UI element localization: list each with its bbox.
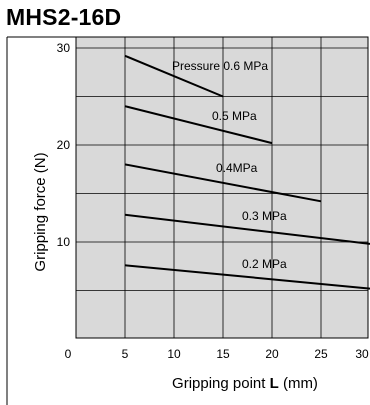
figure-border: [6, 36, 76, 405]
series-label: 0.5 MPa: [212, 109, 257, 123]
x-tick-label: 30: [355, 347, 369, 361]
series-label: 0.2 MPa: [242, 257, 287, 271]
x-axis-title: Gripping point L (mm): [172, 375, 318, 392]
x-tick-label: 0: [65, 347, 72, 361]
series-line: [124, 213, 370, 245]
y-tick-label: 20: [57, 138, 71, 152]
x-tick-label: 20: [265, 347, 279, 361]
series-label: Pressure 0.6 MPa: [172, 59, 268, 73]
y-axis-title: Gripping force (N): [32, 152, 49, 271]
x-tick-label: 25: [314, 347, 328, 361]
series-line: [124, 54, 224, 98]
series-label: 0.4MPa: [216, 161, 258, 175]
plot-area: [75, 36, 369, 339]
series-line: [124, 264, 370, 290]
chart-title: MHS2-16D: [6, 4, 122, 30]
series-line: [124, 105, 273, 145]
series-label: 0.3 MPa: [242, 209, 287, 223]
x-tick-label: 10: [167, 347, 181, 361]
y-tick-label: 30: [57, 41, 71, 55]
x-tick-label: 15: [216, 347, 230, 361]
series-line: [124, 163, 322, 203]
x-tick-label: 5: [122, 347, 129, 361]
y-tick-label: 10: [57, 235, 71, 249]
